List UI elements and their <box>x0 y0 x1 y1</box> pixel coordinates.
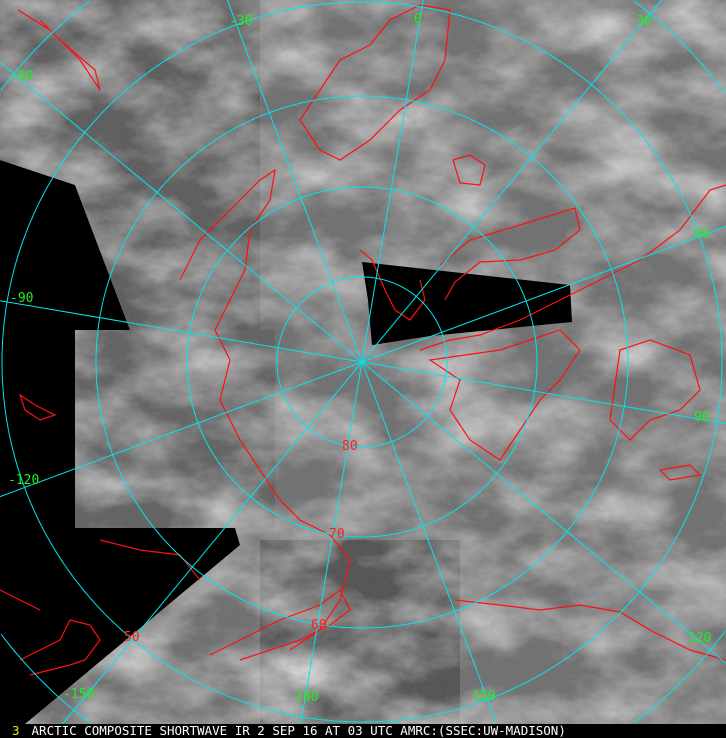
longitude-label-0: 0 <box>414 12 422 27</box>
longitude-label-90: 90 <box>694 410 710 425</box>
coastlines <box>0 4 726 676</box>
longitude-label-60: 60 <box>694 227 710 242</box>
frame-number: 3 <box>12 723 20 738</box>
longitude-line <box>361 361 498 725</box>
longitude-label-150: 150 <box>472 689 496 704</box>
longitude-label-180: 180 <box>295 690 319 705</box>
longitude-line <box>0 62 363 363</box>
longitude-line <box>300 361 363 725</box>
longitude-line <box>226 0 363 363</box>
longitude-line <box>361 0 662 363</box>
longitude-label-minus-150: -150 <box>63 687 95 702</box>
longitude-line <box>361 361 726 425</box>
longitude-line <box>361 226 726 363</box>
latitude-label-50: 50 <box>124 630 140 645</box>
latitude-circle <box>186 186 538 538</box>
longitude-line <box>62 361 363 725</box>
longitude-label-minus-90: -90 <box>10 291 34 306</box>
caption-bar: 3 ARCTIC COMPOSITE SHORTWAVE IR 2 SEP 16 … <box>0 724 726 738</box>
longitude-line <box>361 361 726 664</box>
latitude-label-60: 60 <box>311 618 327 633</box>
longitude-label-minus-30: -30 <box>229 14 253 29</box>
longitude-line <box>361 0 424 363</box>
latitude-circle <box>1 1 723 723</box>
longitude-label-120: 120 <box>688 631 712 646</box>
caption-text: ARCTIC COMPOSITE SHORTWAVE IR 2 SEP 16 A… <box>31 723 566 738</box>
longitude-line <box>0 300 363 363</box>
longitude-label-minus-60: -60 <box>10 69 34 84</box>
latitude-label-80: 80 <box>342 439 358 454</box>
longitude-line <box>0 361 363 498</box>
latitude-circle <box>276 276 448 448</box>
longitude-label-30: 30 <box>636 14 652 29</box>
latitude-circle <box>95 95 629 629</box>
latitude-label-70: 70 <box>329 527 345 542</box>
no-data-stripe <box>362 262 572 345</box>
longitude-label-minus-120: -120 <box>8 473 40 488</box>
